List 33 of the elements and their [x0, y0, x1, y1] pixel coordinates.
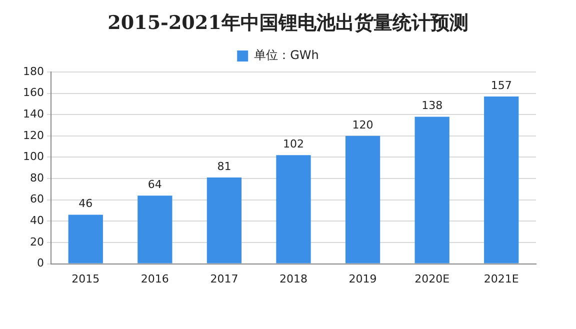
- y-tick-label: 100: [22, 150, 44, 164]
- y-tick-label: 20: [30, 235, 44, 248]
- bar: [206, 177, 242, 264]
- y-tick-label: 180: [22, 64, 44, 78]
- data-label: 64: [148, 178, 162, 191]
- data-label: 157: [490, 78, 512, 92]
- data-label: 46: [78, 197, 93, 210]
- y-tick-label: 140: [22, 107, 44, 120]
- bar: [138, 196, 172, 264]
- data-label: 120: [352, 118, 374, 132]
- bar: [484, 96, 519, 264]
- x-tick-label: 2017: [210, 272, 238, 286]
- y-tick-label: 0: [36, 256, 44, 270]
- x-tick-label: 2020E: [414, 272, 450, 286]
- y-tick-label: 120: [22, 128, 44, 142]
- bar: [276, 155, 311, 264]
- y-tick-label: 60: [30, 192, 44, 206]
- y-tick-label: 160: [22, 86, 44, 100]
- x-tick-label: 2015: [72, 272, 100, 286]
- data-label: 138: [422, 99, 443, 112]
- y-tick-label: 40: [30, 214, 44, 228]
- bar: [414, 116, 450, 264]
- x-tick-label: 2016: [140, 272, 169, 286]
- x-tick-label: 2021E: [484, 272, 519, 286]
- data-label: 102: [283, 137, 304, 150]
- x-tick-label: 2018: [280, 272, 308, 286]
- bar: [68, 214, 103, 264]
- data-label: 81: [217, 160, 232, 173]
- x-tick-label: 2019: [348, 272, 377, 286]
- chart-title: 2015-2021年中国锂电池出货量统计预测: [106, 11, 470, 36]
- legend-label: 单位：GWh: [254, 48, 319, 62]
- bar: [345, 136, 380, 264]
- y-tick-label: 80: [30, 171, 44, 184]
